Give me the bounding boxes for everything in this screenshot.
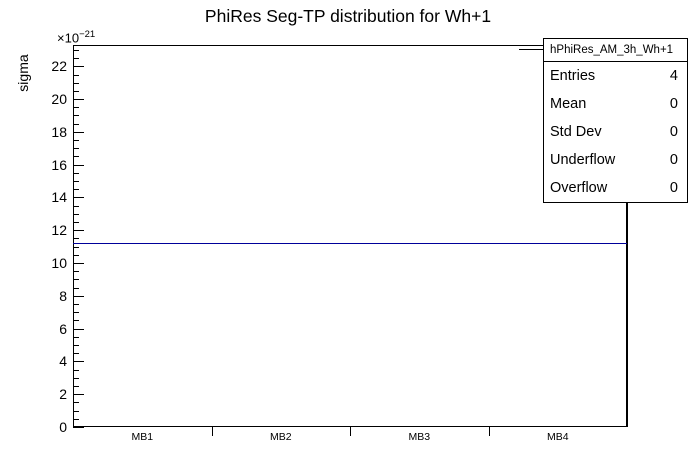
stats-row-value: 0: [669, 96, 678, 112]
y-axis-exponent-mantissa: ×10: [57, 30, 80, 46]
y-axis-tick-label: 22: [51, 58, 67, 75]
y-axis-exponent-power: −21: [79, 29, 96, 40]
stats-row: Underflow 0: [544, 146, 687, 174]
x-axis-tick-label: MB1: [131, 431, 154, 443]
y-axis-tick-label: 20: [51, 91, 67, 108]
stats-leader-line-left: [519, 49, 544, 50]
plot-frame: [73, 45, 627, 427]
stats-row: Std Dev 0: [544, 118, 687, 146]
stats-box[interactable]: hPhiRes_AM_3h_Wh+1 Entries 4 Mean 0 Std Dev 0…: [543, 38, 688, 203]
y-axis-tick-label: 6: [59, 320, 67, 337]
stats-box-rows: Entries 4 Mean 0 Std Dev 0 Underflow 0 Overflow 0: [544, 62, 687, 202]
y-axis-tick-label: 2: [59, 386, 67, 403]
stats-leader-line-bottom: [627, 200, 628, 427]
y-axis-title: sigma: [15, 54, 31, 92]
y-axis-tick-label: 16: [51, 156, 67, 173]
stats-box-title: hPhiRes_AM_3h_Wh+1: [544, 39, 687, 62]
y-axis-tick-label: 12: [51, 222, 67, 239]
stats-row-value: 0: [669, 124, 678, 140]
stats-row: Entries 4: [544, 62, 687, 90]
y-axis-tick-label: 14: [51, 189, 67, 206]
stats-row-value: 0: [669, 180, 678, 196]
stats-row: Mean 0: [544, 90, 687, 118]
x-axis-tick-label: MB2: [269, 431, 292, 443]
stats-row-value: 0: [669, 152, 678, 168]
y-axis-exponent: ×10−21: [57, 29, 95, 45]
stats-row-key: Entries: [550, 68, 596, 84]
y-axis-tick-label: 18: [51, 123, 67, 140]
stats-row-key: Std Dev: [550, 124, 602, 140]
x-axis-tick: [350, 427, 351, 436]
stats-row: Overflow 0: [544, 174, 687, 202]
y-axis-tick: [73, 427, 84, 428]
stats-row-key: Mean: [550, 96, 587, 112]
x-axis-tick-label: MB3: [408, 431, 431, 443]
y-axis-tick-label: 4: [59, 353, 67, 370]
chart-title: PhiRes Seg-TP distribution for Wh+1: [204, 6, 492, 26]
y-axis-tick-label: 8: [59, 287, 67, 304]
y-axis-tick-label: 10: [51, 255, 67, 272]
x-axis-tick-label: MB4: [546, 431, 569, 443]
x-axis-tick: [488, 427, 490, 436]
y-axis-tick-label: 0: [59, 419, 67, 435]
x-axis-tick: [211, 427, 213, 436]
stats-row-value: 4: [669, 68, 678, 84]
stats-row-key: Overflow: [550, 180, 608, 196]
stats-row-key: Underflow: [550, 152, 616, 168]
